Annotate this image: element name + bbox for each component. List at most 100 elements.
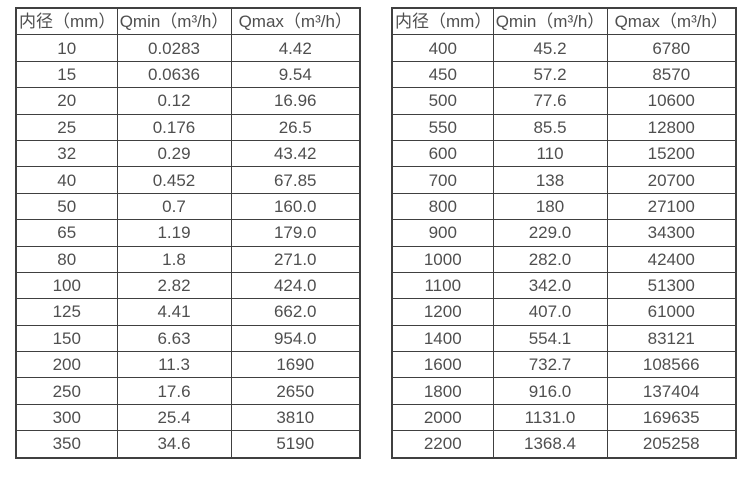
table-cell: 0.0636 [116, 60, 232, 89]
table-cell: 25 [15, 113, 118, 141]
table-cell: 350 [15, 430, 118, 459]
table-cell: 61000 [606, 298, 737, 326]
table-cell: 57.2 [492, 60, 608, 89]
table-cell: 554.1 [492, 324, 608, 353]
table-cell: 229.0 [492, 219, 608, 247]
table-cell: 65 [15, 219, 118, 247]
table-row: 65 1.19 179.0 [15, 219, 361, 247]
table-cell: 954.0 [230, 324, 361, 353]
flow-rate-table-right: 内径（mm） Qmin（m³/h） Qmax（m³/h） 400 45.2 6780 450… [391, 7, 737, 459]
table-cell: 700 [391, 166, 494, 194]
table-row: 500 77.6 10600 [391, 87, 737, 115]
table-row: 700 138 20700 [391, 166, 737, 194]
table-cell: 3810 [230, 403, 361, 432]
table-row: 450 57.2 8570 [391, 60, 737, 89]
table-row: 50 0.7 160.0 [15, 192, 361, 221]
table-cell: 10600 [606, 87, 737, 115]
header-row: 内径（mm） Qmin（m³/h） Qmax（m³/h） [15, 7, 361, 36]
table-cell: 42400 [606, 245, 737, 273]
table-cell: 1100 [391, 271, 494, 300]
table-cell: 424.0 [230, 271, 361, 300]
column-header: 内径（mm） [15, 7, 118, 36]
table-cell: 271.0 [230, 245, 361, 273]
table-row: 150 6.63 954.0 [15, 324, 361, 353]
table-cell: 1368.4 [492, 430, 608, 459]
table-cell: 2200 [391, 430, 494, 459]
table-cell: 0.7 [116, 192, 232, 221]
table-row: 25 0.176 26.5 [15, 113, 361, 141]
table-cell: 43.42 [230, 139, 361, 168]
table-cell: 17.6 [116, 377, 232, 405]
table-row: 1800 916.0 137404 [391, 377, 737, 405]
table-cell: 11.3 [116, 351, 232, 379]
table-row: 40 0.452 67.85 [15, 166, 361, 194]
table-row: 900 229.0 34300 [391, 219, 737, 247]
table-cell: 34300 [606, 219, 737, 247]
table-cell: 2650 [230, 377, 361, 405]
table-row: 15 0.0636 9.54 [15, 60, 361, 89]
table-cell: 662.0 [230, 298, 361, 326]
table-cell: 138 [492, 166, 608, 194]
table-row: 350 34.6 5190 [15, 430, 361, 459]
table-cell: 179.0 [230, 219, 361, 247]
table-cell: 10 [15, 34, 118, 62]
table-row: 200 11.3 1690 [15, 351, 361, 379]
table-cell: 8570 [606, 60, 737, 89]
table-cell: 32 [15, 139, 118, 168]
table-cell: 26.5 [230, 113, 361, 141]
table-row: 600 110 15200 [391, 139, 737, 168]
table-row: 20 0.12 16.96 [15, 87, 361, 115]
table-row: 1200 407.0 61000 [391, 298, 737, 326]
table-cell: 205258 [606, 430, 737, 459]
table-cell: 40 [15, 166, 118, 194]
flow-rate-table-left: 内径（mm） Qmin（m³/h） Qmax（m³/h） 10 0.0283 4.42 15… [15, 7, 361, 459]
table-cell: 1690 [230, 351, 361, 379]
table-cell: 27100 [606, 192, 737, 221]
table-cell: 2.82 [116, 271, 232, 300]
table-cell: 200 [15, 351, 118, 379]
header-row: 内径（mm） Qmin（m³/h） Qmax（m³/h） [391, 7, 737, 36]
table-cell: 80 [15, 245, 118, 273]
table-cell: 1131.0 [492, 403, 608, 432]
column-header: Qmax（m³/h） [230, 7, 361, 36]
table-cell: 77.6 [492, 87, 608, 115]
table-row: 400 45.2 6780 [391, 34, 737, 62]
table-cell: 34.6 [116, 430, 232, 459]
table-cell: 15200 [606, 139, 737, 168]
table-cell: 600 [391, 139, 494, 168]
table-cell: 108566 [606, 351, 737, 379]
table-row: 1000 282.0 42400 [391, 245, 737, 273]
table-cell: 0.0283 [116, 34, 232, 62]
table-cell: 6.63 [116, 324, 232, 353]
table-cell: 1800 [391, 377, 494, 405]
table-cell: 15 [15, 60, 118, 89]
table-cell: 25.4 [116, 403, 232, 432]
table-row: 2000 1131.0 169635 [391, 403, 737, 432]
table-cell: 169635 [606, 403, 737, 432]
table-row: 100 2.82 424.0 [15, 271, 361, 300]
table-cell: 1.8 [116, 245, 232, 273]
table-row: 800 180 27100 [391, 192, 737, 221]
table-cell: 0.452 [116, 166, 232, 194]
table-cell: 67.85 [230, 166, 361, 194]
table-cell: 12800 [606, 113, 737, 141]
table-row: 300 25.4 3810 [15, 403, 361, 432]
table-cell: 550 [391, 113, 494, 141]
table-cell: 282.0 [492, 245, 608, 273]
table-cell: 407.0 [492, 298, 608, 326]
table-cell: 180 [492, 192, 608, 221]
table-cell: 137404 [606, 377, 737, 405]
table-cell: 9.54 [230, 60, 361, 89]
table-cell: 1000 [391, 245, 494, 273]
table-cell: 100 [15, 271, 118, 300]
table-cell: 160.0 [230, 192, 361, 221]
table-cell: 1600 [391, 351, 494, 379]
table-row: 1400 554.1 83121 [391, 324, 737, 353]
table-cell: 2000 [391, 403, 494, 432]
table-cell: 400 [391, 34, 494, 62]
table-cell: 300 [15, 403, 118, 432]
table-row: 80 1.8 271.0 [15, 245, 361, 273]
column-header: 内径（mm） [391, 7, 494, 36]
table-cell: 0.12 [116, 87, 232, 115]
table-cell: 150 [15, 324, 118, 353]
